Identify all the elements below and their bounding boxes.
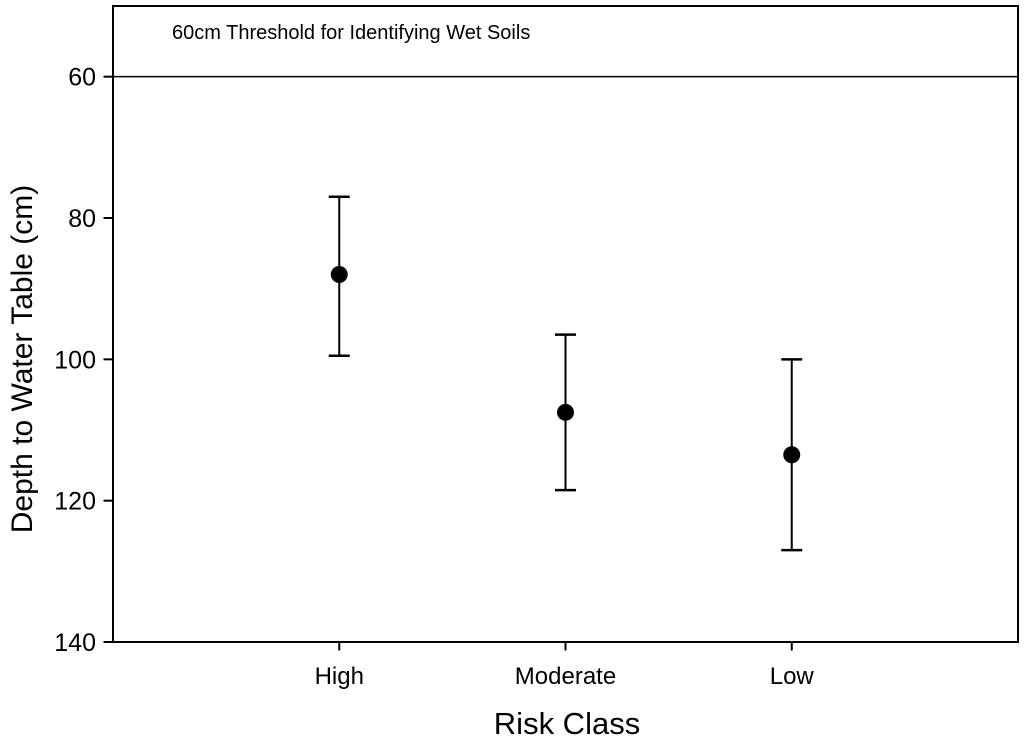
y-axis: 60 80 100 120 140 — [54, 64, 113, 657]
y-tick-label: 60 — [68, 64, 96, 92]
mean-marker — [783, 446, 801, 464]
error-bar-point — [328, 195, 350, 358]
x-axis: High Moderate Low — [315, 642, 815, 690]
x-tick-label: High — [315, 663, 364, 690]
mean-marker — [330, 266, 348, 284]
y-tick-label: 120 — [54, 488, 96, 516]
y-tick-label: 100 — [54, 346, 96, 374]
error-bar-point — [781, 358, 803, 552]
x-tick-label: Low — [770, 663, 815, 690]
x-axis-title: Risk Class — [494, 706, 640, 741]
data-series — [328, 195, 803, 552]
x-tick-label: Moderate — [515, 663, 616, 690]
plot-frame — [112, 5, 1019, 643]
y-tick-label: 140 — [54, 629, 96, 657]
mean-marker — [557, 403, 574, 421]
error-bar-point — [555, 333, 576, 492]
y-axis-title: Depth to Water Table (cm) — [6, 185, 39, 533]
y-tick-label: 80 — [68, 205, 96, 233]
threshold-annotation: 60cm Threshold for Identifying Wet Soils — [172, 22, 530, 44]
